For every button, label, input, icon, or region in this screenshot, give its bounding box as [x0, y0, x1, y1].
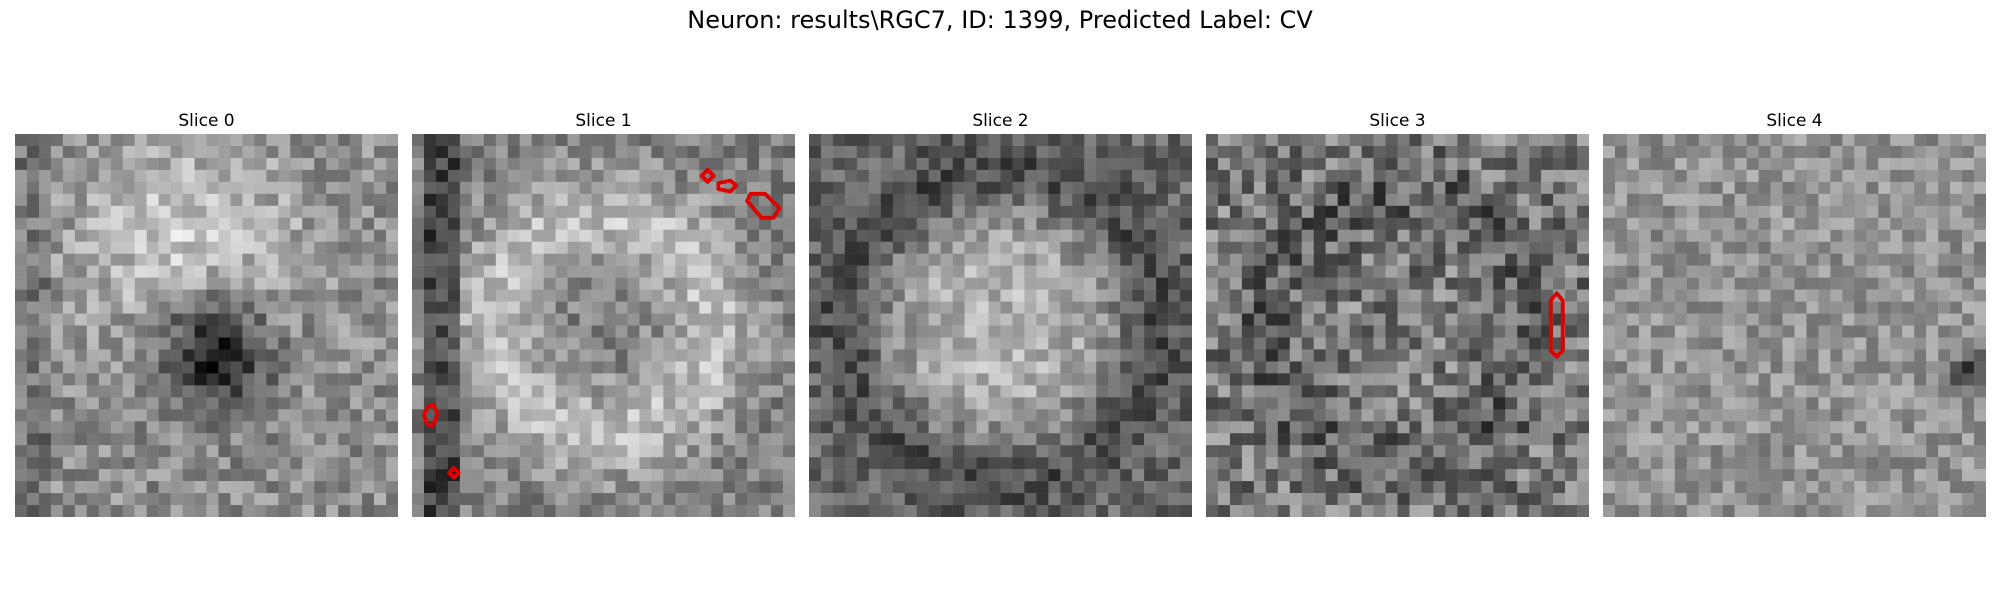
contour-outline — [716, 178, 739, 194]
slice-title-3: Slice 3 — [1369, 111, 1426, 131]
contour-outline — [699, 167, 716, 184]
contour-outline — [1548, 291, 1565, 359]
slice-title-4: Slice 4 — [1766, 111, 1823, 131]
slice-image-0 — [15, 134, 398, 517]
slice-panel-1: Slice 1 — [412, 108, 795, 517]
contour-outline — [745, 191, 782, 220]
slice-image-3 — [1206, 134, 1589, 517]
slice-image-4 — [1603, 134, 1986, 517]
slice-image-1 — [412, 134, 795, 517]
slice-panel-4: Slice 4 — [1603, 108, 1986, 517]
contour-outline — [447, 466, 461, 480]
figure-title: Neuron: results\RGC7, ID: 1399, Predicte… — [687, 6, 1313, 34]
slice-panel-0: Slice 0 — [15, 108, 398, 517]
slice-panel-3: Slice 3 — [1206, 108, 1589, 517]
slice-title-2: Slice 2 — [972, 111, 1029, 131]
slice-image-2 — [809, 134, 1192, 517]
slice-panel-2: Slice 2 — [809, 108, 1192, 517]
contour-outline — [422, 402, 440, 427]
slice-title-1: Slice 1 — [575, 111, 632, 131]
slice-title-0: Slice 0 — [178, 111, 235, 131]
